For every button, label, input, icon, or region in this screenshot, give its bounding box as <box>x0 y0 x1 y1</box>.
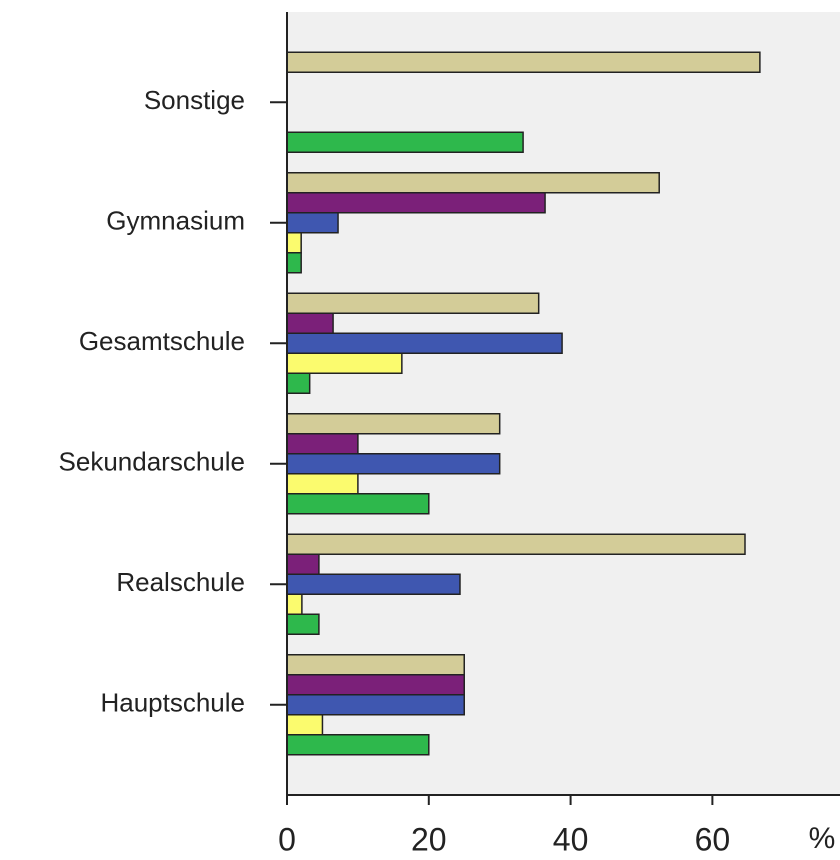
bar <box>286 453 501 475</box>
bar <box>286 352 403 374</box>
bar <box>286 332 563 354</box>
bar <box>286 413 501 435</box>
y-tick-label: Sonstige <box>144 85 245 115</box>
bar <box>286 212 339 234</box>
bar <box>286 433 359 455</box>
y-tick-label: Gesamtschule <box>79 326 245 356</box>
bar <box>286 473 359 495</box>
bar <box>286 192 546 214</box>
bar <box>286 51 761 73</box>
x-axis-label: % <box>809 822 836 855</box>
y-tick-label: Realschule <box>116 567 245 597</box>
bar <box>286 252 302 274</box>
bar <box>286 372 311 394</box>
y-tick-label: Sekundarschule <box>59 447 245 477</box>
bar <box>286 593 303 615</box>
bar <box>286 613 320 635</box>
bar <box>286 292 540 314</box>
bar <box>286 533 746 555</box>
bar <box>286 674 465 696</box>
bar <box>286 734 430 756</box>
bar <box>286 654 465 676</box>
bar <box>286 573 461 595</box>
bar <box>286 312 334 334</box>
bar <box>286 232 302 254</box>
bar <box>286 714 324 736</box>
x-tick-label: 40 <box>553 821 589 857</box>
bar <box>286 131 524 153</box>
y-tick-label: Gymnasium <box>106 206 245 236</box>
x-tick-label: 20 <box>411 821 447 857</box>
bar <box>286 493 430 515</box>
y-tick-label: Hauptschule <box>100 688 245 718</box>
bar <box>286 553 320 575</box>
x-tick-label: 0 <box>278 821 296 857</box>
x-tick-label: 60 <box>695 821 731 857</box>
bar <box>286 694 465 716</box>
bar <box>286 172 660 194</box>
